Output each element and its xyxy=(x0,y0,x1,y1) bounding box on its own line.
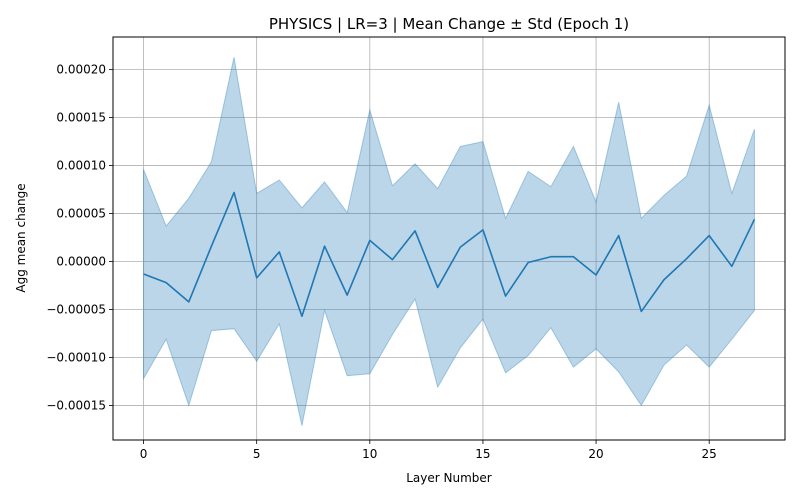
y-tick-label: −0.00005 xyxy=(46,303,106,317)
x-tick-label: 10 xyxy=(362,447,377,461)
y-tick-label: 0.00005 xyxy=(56,207,106,221)
x-tick-label: 5 xyxy=(253,447,261,461)
x-tick-label: 15 xyxy=(475,447,490,461)
y-axis-label: Agg mean change xyxy=(14,183,28,292)
x-axis-label: Layer Number xyxy=(406,471,492,485)
grid-lines xyxy=(113,37,785,440)
y-tick-label: −0.00015 xyxy=(46,398,106,412)
x-axis: 0 5 10 15 20 25 xyxy=(140,440,717,461)
x-tick-label: 0 xyxy=(140,447,148,461)
y-tick-label: 0.00010 xyxy=(56,159,106,173)
mean-line xyxy=(143,191,756,318)
chart-title: PHYSICS | LR=3 | Mean Change ± Std (Epoc… xyxy=(269,15,629,33)
y-tick-label: −0.00010 xyxy=(46,350,106,364)
plot-frame xyxy=(112,36,786,441)
std-band xyxy=(143,57,755,426)
y-tick-label: 0.00000 xyxy=(56,255,106,269)
plot-area xyxy=(112,36,786,441)
plot-background xyxy=(113,37,785,440)
y-axis: −0.00015 −0.00010 −0.00005 0.00000 0.00005 0.… xyxy=(46,63,113,412)
x-tick-label: 25 xyxy=(702,447,717,461)
y-tick-label: 0.00020 xyxy=(56,63,106,77)
x-tick-label: 20 xyxy=(588,447,603,461)
y-tick-label: 0.00015 xyxy=(56,111,106,125)
